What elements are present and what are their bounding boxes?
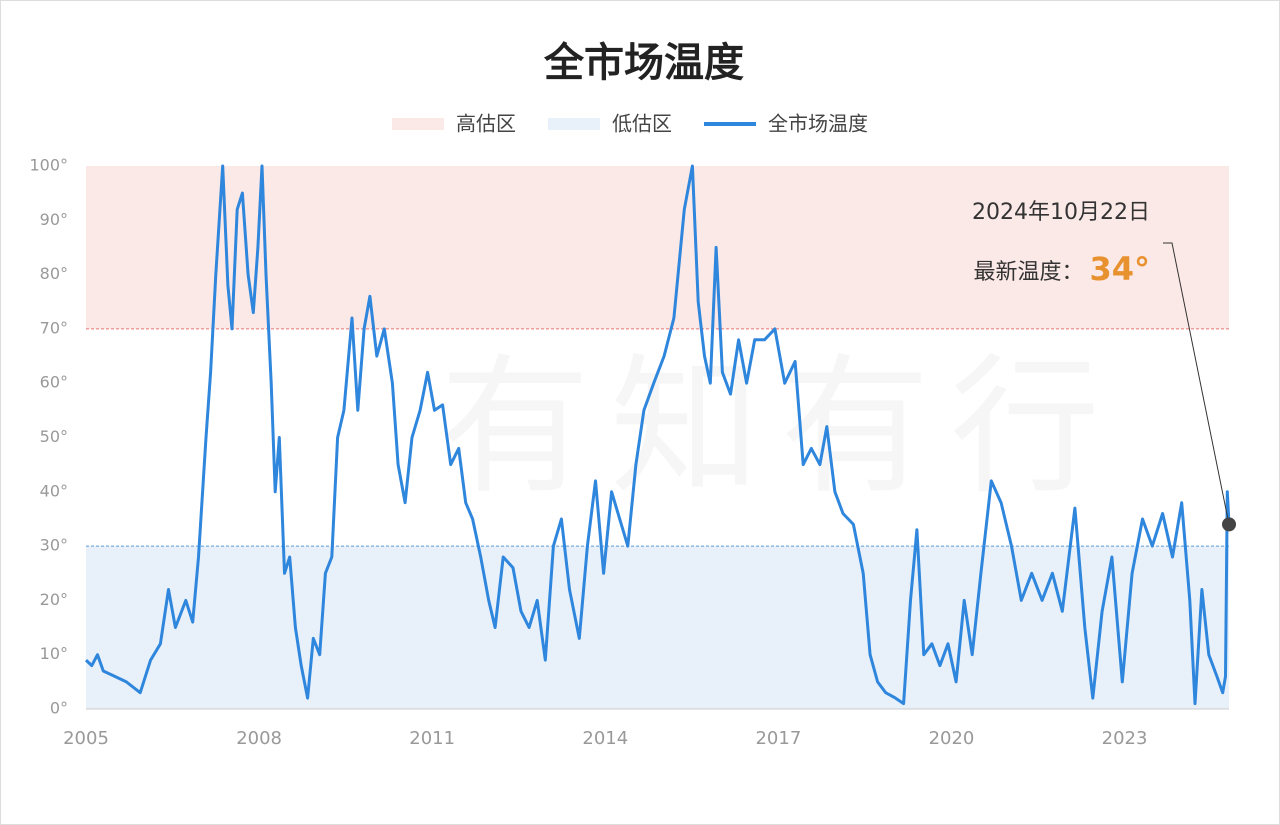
y-tick-label: 60°	[40, 373, 68, 392]
y-tick-label: 50°	[40, 427, 68, 446]
y-tick-label: 80°	[40, 264, 68, 283]
zone-band	[86, 546, 1229, 709]
x-tick-label: 2008	[236, 728, 282, 749]
annotation-date: 2024年10月22日	[972, 200, 1150, 225]
chart-title: 全市场温度	[543, 40, 744, 86]
x-tick-label: 2014	[582, 728, 628, 749]
latest-point	[1222, 517, 1236, 532]
y-tick-label: 100°	[29, 156, 68, 175]
zone-band	[86, 166, 1229, 329]
y-tick-label: 40°	[40, 481, 68, 500]
y-tick-label: 10°	[40, 644, 68, 663]
legend-label: 低估区	[612, 112, 672, 136]
y-tick-label: 20°	[40, 590, 68, 609]
y-tick-label: 0°	[50, 699, 68, 718]
legend-swatch	[548, 118, 600, 130]
x-tick-label: 2017	[755, 728, 801, 749]
watermark: 有知有行	[440, 341, 1120, 515]
x-tick-label: 2011	[409, 728, 455, 749]
legend-swatch	[392, 118, 444, 130]
annotation-label: 最新温度：	[973, 260, 1083, 285]
annotation-value: 34°	[1089, 250, 1150, 288]
y-tick-label: 90°	[40, 210, 68, 229]
x-tick-label: 2005	[63, 728, 109, 749]
legend-label: 全市场温度	[768, 112, 868, 136]
y-tick-label: 30°	[40, 536, 68, 555]
x-tick-label: 2023	[1102, 728, 1148, 749]
x-tick-label: 2020	[929, 728, 975, 749]
series-line	[84, 164, 1231, 706]
leader-line	[1163, 242, 1230, 525]
legend-label: 高估区	[456, 112, 516, 136]
y-tick-label: 70°	[40, 318, 68, 337]
